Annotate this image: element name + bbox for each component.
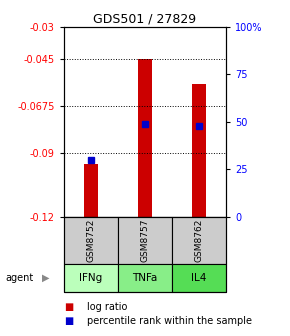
- Bar: [64, 217, 118, 264]
- Title: GDS501 / 27829: GDS501 / 27829: [93, 13, 197, 26]
- Text: IL4: IL4: [191, 273, 207, 283]
- Bar: [64, 264, 118, 292]
- Text: ■: ■: [64, 302, 73, 312]
- Text: GSM8752: GSM8752: [86, 219, 95, 262]
- Bar: [172, 217, 226, 264]
- Text: agent: agent: [6, 273, 34, 283]
- Text: GSM8762: GSM8762: [195, 219, 204, 262]
- Text: ▶: ▶: [42, 273, 50, 283]
- Bar: [138, 58, 152, 217]
- Bar: [172, 264, 226, 292]
- Bar: [84, 164, 98, 217]
- Text: ■: ■: [64, 316, 73, 326]
- Bar: [118, 264, 172, 292]
- Bar: [118, 217, 172, 264]
- Text: percentile rank within the sample: percentile rank within the sample: [87, 316, 252, 326]
- Text: log ratio: log ratio: [87, 302, 127, 312]
- Text: TNFa: TNFa: [132, 273, 158, 283]
- Text: IFNg: IFNg: [79, 273, 102, 283]
- Bar: [192, 84, 206, 217]
- Text: GSM8757: GSM8757: [140, 219, 150, 262]
